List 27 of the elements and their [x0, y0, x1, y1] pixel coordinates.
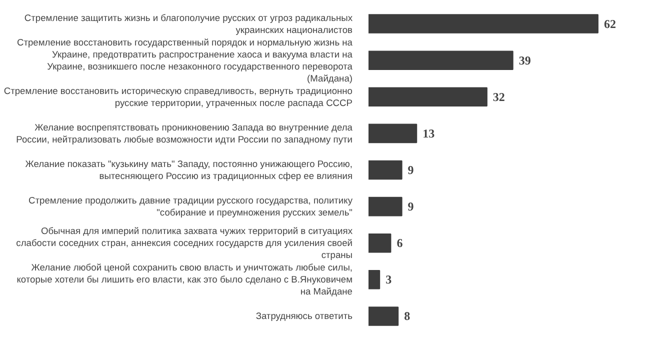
y-tick-label: Стремление продолжить давние традиции русского государства, политику "собирание и преумножения русских земель"	[28, 196, 353, 218]
data-label: 9	[408, 200, 414, 214]
data-label: 3	[386, 272, 392, 287]
data-label: 9	[408, 163, 414, 177]
bar	[368, 87, 488, 107]
data-label: 13	[422, 126, 435, 140]
y-tick-label: Обычная для империй политика захвата чужих территорий в ситуациях слабости соседних стран, аннексия соседних государств для усиления своей страны	[16, 226, 353, 260]
data-label: 62	[604, 16, 616, 31]
data-label: 8	[404, 309, 410, 324]
data-label: 6	[396, 236, 403, 250]
bar	[368, 306, 399, 326]
y-tick-label: Затрудняюсь ответить	[256, 311, 353, 322]
bar	[368, 233, 392, 253]
bar	[368, 160, 402, 180]
bar	[368, 14, 598, 34]
y-tick-label: Желание воспрепятствовать проникновению Запада во внутренние дела России, нейтрализовать любые возможности идти России по западному пути	[16, 122, 354, 144]
bar	[368, 270, 380, 290]
bar	[368, 124, 418, 144]
bar	[368, 196, 402, 216]
y-tick-label: Стремление восстановить государственный порядок и нормальную жизнь на Украине, предотвратить распространение хаоса и вакуума власти на Украине, возникшего после незаконного государственного переворота (Майдана)	[16, 37, 354, 84]
y-tick-label: Желание любой ценой сохранить свою власть и уничтожать любые силы, которые хотели бы лишить его власти, как это было сделано с В.Януковичем на Майдане	[16, 262, 353, 297]
y-tick-label: Желание показать "кузькину мать" Западу, постоянно унижающего Россию, вытесняющего Россию из традиционных сфер ее влияния	[25, 159, 353, 181]
data-label: 32	[492, 90, 505, 104]
bar	[368, 50, 514, 70]
data-label: 39	[518, 53, 531, 68]
y-tick-label: Стремление восстановить историческую справедливость, вернуть традиционно русские территории, утраченных после распада СССР	[4, 86, 352, 108]
y-tick-label: Стремление защитить жизнь и благополучие русских от угроз радикальных украинских националистов	[24, 12, 353, 35]
